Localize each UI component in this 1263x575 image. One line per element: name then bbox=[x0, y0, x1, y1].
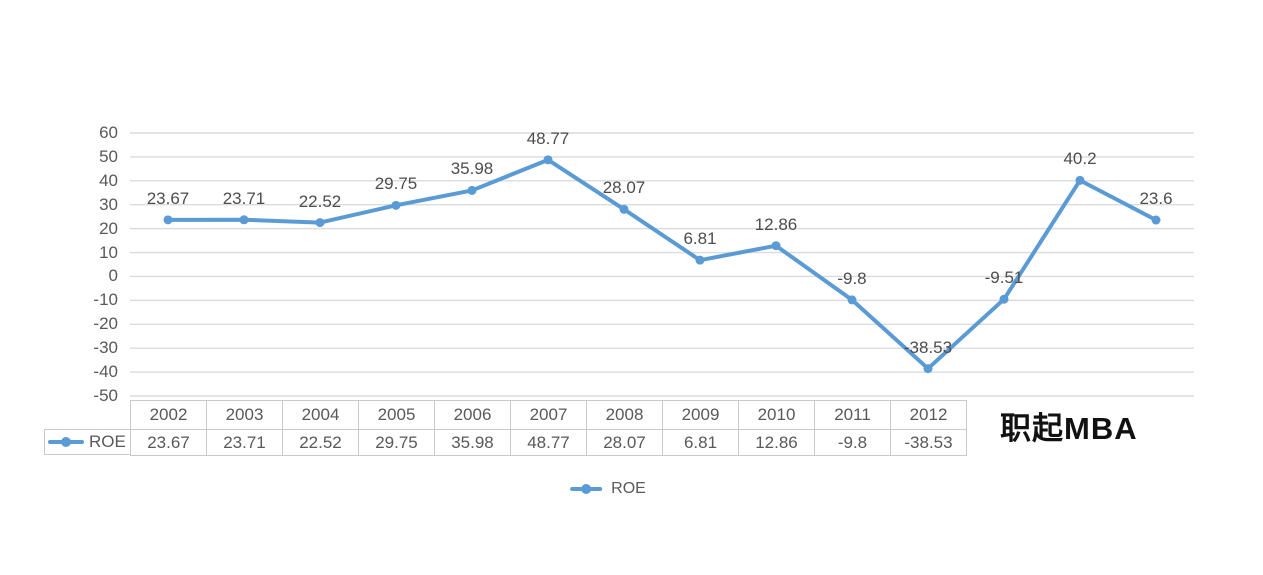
data-point-label: 22.52 bbox=[298, 191, 342, 211]
data-point-marker bbox=[771, 241, 781, 251]
table-year-cell: 2012 bbox=[891, 401, 967, 430]
y-axis-tick-label: -50 bbox=[93, 386, 118, 405]
data-point-marker bbox=[923, 364, 933, 374]
data-point-label: 35.98 bbox=[450, 159, 494, 179]
data-point-label: -9.8 bbox=[837, 268, 867, 288]
y-axis-tick-label: -40 bbox=[93, 362, 118, 382]
y-axis-tick-label: 20 bbox=[99, 218, 118, 238]
table-value-cell: -9.8 bbox=[815, 430, 891, 456]
table-value-cell: 48.77 bbox=[511, 430, 587, 456]
data-point-marker bbox=[239, 215, 249, 225]
data-point-marker bbox=[543, 155, 553, 165]
data-table: 2002 2003 2004 2005 2006 2007 2008 2009 2010 2011… bbox=[130, 400, 967, 456]
table-year-cell: 2009 bbox=[663, 401, 739, 430]
table-year-cell: 2010 bbox=[739, 401, 815, 430]
data-point-label: 40.2 bbox=[1063, 149, 1097, 169]
data-point-label: 23.6 bbox=[1139, 189, 1173, 209]
table-value-cell: 22.52 bbox=[283, 430, 359, 456]
y-axis-tick-label: -30 bbox=[93, 338, 118, 358]
data-point-marker bbox=[1075, 175, 1085, 185]
table-value-cell: 28.07 bbox=[587, 430, 663, 456]
data-point-label: 23.67 bbox=[146, 188, 190, 208]
table-value-cell: 12.86 bbox=[739, 430, 815, 456]
y-axis-tick-label: 0 bbox=[108, 266, 118, 286]
table-year-cell: 2007 bbox=[511, 401, 587, 430]
y-axis-tick-label: 40 bbox=[99, 170, 118, 190]
table-value-cell: 35.98 bbox=[435, 430, 511, 456]
data-point-label: 29.75 bbox=[374, 174, 418, 194]
y-axis-tick-label: 10 bbox=[99, 242, 118, 262]
data-point-marker bbox=[391, 200, 401, 210]
y-axis-tick-label: -20 bbox=[93, 314, 118, 334]
data-point-marker bbox=[619, 204, 629, 214]
table-value-cell: 29.75 bbox=[359, 430, 435, 456]
data-point-label: 12.86 bbox=[754, 214, 798, 234]
table-year-cell: 2004 bbox=[283, 401, 359, 430]
data-point-label: 23.71 bbox=[222, 188, 266, 208]
y-axis-tick-label: 60 bbox=[99, 123, 118, 142]
table-year-cell: 2006 bbox=[435, 401, 511, 430]
series-line-marker-icon bbox=[48, 437, 84, 447]
data-point-marker bbox=[163, 215, 173, 225]
legend-label: ROE bbox=[611, 480, 646, 497]
roe-series-line bbox=[166, 157, 1158, 371]
data-point-marker bbox=[847, 295, 857, 305]
series-name-label: ROE bbox=[89, 432, 126, 451]
watermark-text: 职起MBA bbox=[1000, 411, 1138, 446]
table-year-cell: 2005 bbox=[359, 401, 435, 430]
table-year-cell: 2011 bbox=[815, 401, 891, 430]
y-axis-tick-label: 50 bbox=[99, 146, 118, 166]
y-axis-tick-label: -10 bbox=[93, 290, 118, 310]
table-year-cell: 2008 bbox=[587, 401, 663, 430]
data-point-marker bbox=[467, 185, 477, 195]
data-point-marker bbox=[999, 294, 1009, 304]
chart-legend: ROE bbox=[570, 480, 646, 498]
data-point-marker bbox=[695, 255, 705, 265]
table-year-cell: 2002 bbox=[131, 401, 207, 430]
data-point-label: -38.53 bbox=[903, 337, 953, 357]
data-point-marker bbox=[1151, 215, 1161, 225]
table-year-cell: 2003 bbox=[207, 401, 283, 430]
table-value-cell: -38.53 bbox=[891, 430, 967, 456]
data-point-marker bbox=[315, 218, 325, 228]
legend-marker-icon bbox=[570, 484, 603, 494]
y-axis-tick-label: 30 bbox=[99, 194, 118, 214]
table-value-cell: 23.71 bbox=[207, 430, 283, 456]
data-point-label: 6.81 bbox=[683, 229, 717, 249]
data-point-label: -9.51 bbox=[984, 268, 1024, 288]
table-value-cell: 23.67 bbox=[131, 430, 207, 456]
data-point-label: 28.07 bbox=[602, 178, 646, 198]
table-value-cell: 6.81 bbox=[663, 430, 739, 456]
data-point-label: 48.77 bbox=[526, 128, 570, 148]
table-legend-cell: ROE bbox=[44, 429, 130, 455]
